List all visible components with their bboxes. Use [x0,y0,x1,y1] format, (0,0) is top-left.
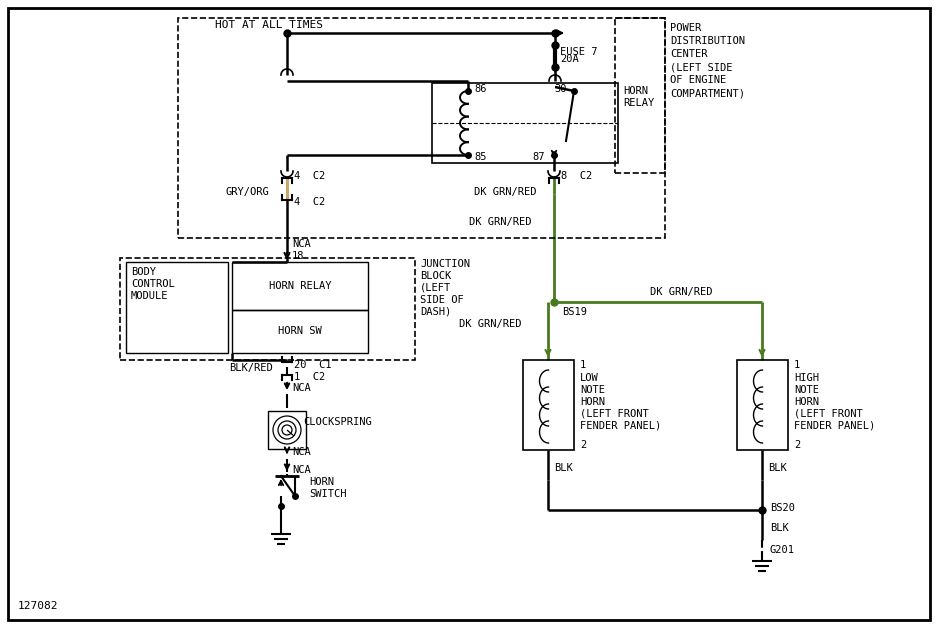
Text: (LEFT SIDE: (LEFT SIDE [670,62,733,72]
Text: 2: 2 [794,440,800,450]
Text: (LEFT FRONT: (LEFT FRONT [580,409,649,419]
Text: 20  C1: 20 C1 [294,360,331,370]
Text: OF ENGINE: OF ENGINE [670,75,726,85]
Text: 8  C2: 8 C2 [561,171,592,181]
Text: NCA: NCA [292,447,310,457]
Text: G201: G201 [770,545,795,555]
Text: DK GRN/RED: DK GRN/RED [469,217,532,227]
Text: COMPARTMENT): COMPARTMENT) [670,88,745,98]
Text: BS19: BS19 [562,307,587,317]
Text: CLOCKSPRING: CLOCKSPRING [303,417,371,427]
Text: SWITCH: SWITCH [309,489,346,499]
Text: NCA: NCA [292,239,310,249]
Text: 86: 86 [474,84,487,94]
Text: MODULE: MODULE [131,291,169,301]
Text: 30: 30 [554,84,567,94]
Text: RELAY: RELAY [623,98,654,108]
Text: SIDE OF: SIDE OF [420,295,463,305]
Text: NCA: NCA [292,465,310,475]
Text: 85: 85 [474,152,487,162]
Text: (LEFT: (LEFT [420,283,451,293]
Text: 87: 87 [532,152,544,162]
Text: HORN: HORN [309,477,334,487]
Text: HOT AT ALL TIMES: HOT AT ALL TIMES [215,20,323,30]
Text: JUNCTION: JUNCTION [420,259,470,269]
Text: 2: 2 [580,440,586,450]
Text: DK GRN/RED: DK GRN/RED [474,187,537,197]
Text: 1: 1 [794,360,800,370]
Text: HIGH: HIGH [794,373,819,383]
Text: BS20: BS20 [770,503,795,513]
Text: 1: 1 [580,360,586,370]
Text: 1  C2: 1 C2 [294,372,325,382]
Text: BLOCK: BLOCK [420,271,451,281]
Text: 4  C2: 4 C2 [294,197,325,207]
Text: 20A: 20A [560,54,579,64]
Text: POWER: POWER [670,23,702,33]
Text: NOTE: NOTE [794,385,819,395]
Text: HORN: HORN [580,397,605,407]
Text: (LEFT FRONT: (LEFT FRONT [794,409,863,419]
Text: FENDER PANEL): FENDER PANEL) [794,421,875,431]
Text: BLK/RED: BLK/RED [229,363,273,373]
Text: HORN SW: HORN SW [279,327,322,337]
Text: 4  C2: 4 C2 [294,171,325,181]
Text: 127082: 127082 [18,601,58,611]
Text: BLK: BLK [770,523,789,533]
Text: FENDER PANEL): FENDER PANEL) [580,421,661,431]
Text: DASH): DASH) [420,307,451,317]
Text: HORN: HORN [794,397,819,407]
Text: BLK: BLK [554,463,573,473]
Text: BODY: BODY [131,267,156,277]
Text: DK GRN/RED: DK GRN/RED [650,287,713,297]
Text: HORN: HORN [623,86,648,96]
Text: DK GRN/RED: DK GRN/RED [459,319,522,329]
Text: CONTROL: CONTROL [131,279,174,289]
Text: CENTER: CENTER [670,49,707,59]
Text: LOW: LOW [580,373,598,383]
Text: 18: 18 [292,251,305,261]
Text: NCA: NCA [292,383,310,393]
Text: FUSE 7: FUSE 7 [560,47,598,57]
Text: DISTRIBUTION: DISTRIBUTION [670,36,745,46]
Text: HORN RELAY: HORN RELAY [269,281,331,291]
Text: BLK: BLK [768,463,787,473]
Text: GRY/ORG: GRY/ORG [225,187,269,197]
Text: NOTE: NOTE [580,385,605,395]
